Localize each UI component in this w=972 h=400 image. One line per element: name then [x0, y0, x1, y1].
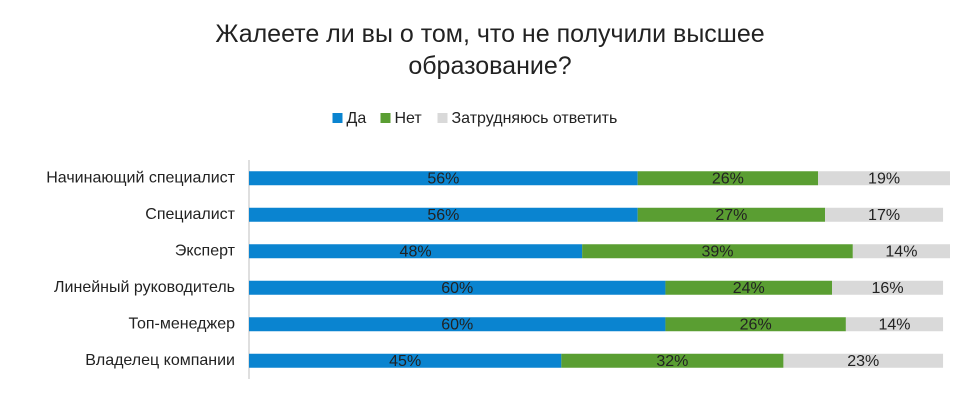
legend-swatch [437, 113, 448, 123]
value-label: 14% [878, 316, 910, 333]
value-label: 14% [885, 243, 917, 260]
value-label: 26% [712, 170, 744, 187]
value-label: 56% [427, 207, 459, 224]
value-label: 32% [656, 353, 688, 370]
value-label: 48% [400, 243, 432, 260]
bar-segment [249, 280, 666, 295]
bar-segment [582, 244, 853, 259]
value-label: 60% [441, 280, 473, 297]
bar-segment [825, 207, 944, 222]
bar-segment [852, 244, 950, 259]
bar-segment [249, 317, 666, 332]
chart-title: Жалеете ли вы о том, что не получили выс… [215, 20, 765, 80]
y-tick-label: Эксперт [175, 242, 236, 259]
bar-segment [665, 280, 833, 295]
value-label: 26% [740, 316, 772, 333]
bar-segment [249, 244, 583, 259]
bar-segment [249, 171, 638, 186]
bar-segment [783, 353, 944, 368]
legend-swatch [380, 113, 391, 123]
legend-label: Нет [395, 110, 423, 127]
bar-segment [832, 280, 944, 295]
value-label: 16% [872, 280, 904, 297]
y-tick-label: Начинающий специалист [46, 169, 235, 186]
value-label: 17% [868, 207, 900, 224]
value-label: 27% [715, 207, 747, 224]
bar-segment [637, 171, 819, 186]
value-label: 24% [733, 280, 765, 297]
bar-segment [561, 353, 784, 368]
bar-segment [249, 353, 562, 368]
y-tick-label: Специалист [145, 206, 235, 223]
bar-segment [249, 207, 638, 222]
value-label: 23% [847, 353, 879, 370]
y-tick-label: Топ-менеджер [128, 315, 235, 332]
legend-label: Затрудняюсь ответить [452, 110, 618, 127]
bar-segment [818, 171, 950, 186]
value-label: 56% [427, 170, 459, 187]
legend-label: Да [347, 110, 367, 127]
bar-segment [637, 207, 826, 222]
y-tick-label: Владелец компании [85, 352, 235, 369]
value-label: 45% [389, 353, 421, 370]
y-tick-label: Линейный руководитель [54, 279, 235, 296]
bar-segment [665, 317, 846, 332]
value-label: 39% [701, 243, 733, 260]
value-label: 19% [868, 170, 900, 187]
bar-segment [845, 317, 944, 332]
value-label: 60% [441, 316, 473, 333]
legend-swatch [332, 113, 343, 123]
